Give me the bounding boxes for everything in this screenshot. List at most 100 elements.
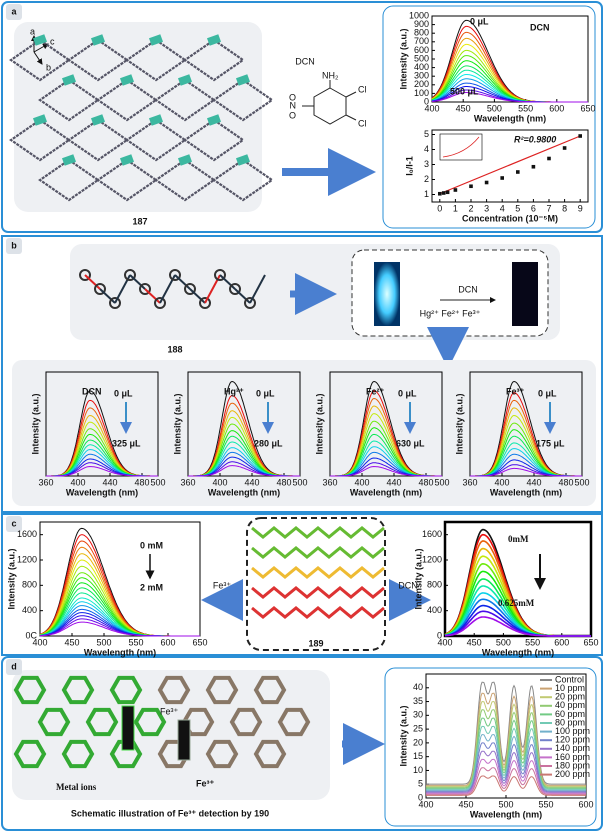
x-tick-label: 1 xyxy=(453,203,458,213)
framework xyxy=(133,707,167,737)
x-tick-label: 500 xyxy=(150,477,165,487)
framework xyxy=(249,274,266,304)
framework xyxy=(61,739,95,769)
label: R²=0.9800 xyxy=(514,134,556,144)
y-axis-label: Intensity (a.u.) xyxy=(398,28,408,89)
y-axis-label: Intensity (a.u.) xyxy=(398,705,408,766)
framework xyxy=(9,118,71,162)
x-tick-label: 550 xyxy=(518,103,533,113)
y-tick-label: 1200 xyxy=(17,554,37,564)
legend-label: 180 ppm xyxy=(555,760,590,770)
framework xyxy=(94,283,106,295)
framework xyxy=(154,297,166,309)
spectrum xyxy=(470,467,582,477)
point xyxy=(469,184,473,189)
x-axis-label: Wavelength (nm) xyxy=(84,647,156,657)
legend-label: 120 ppm xyxy=(555,735,590,745)
y-axis-label: Intensity (a.u.) xyxy=(172,393,182,454)
framework xyxy=(85,707,119,737)
spectrum xyxy=(426,767,586,795)
label: 325 μL xyxy=(112,438,141,448)
x-tick-label: 9 xyxy=(578,203,583,213)
framework xyxy=(199,297,211,309)
node xyxy=(90,34,106,46)
y-axis-label: Intensity (a.u.) xyxy=(413,548,423,609)
x-tick-label: 360 xyxy=(322,477,337,487)
x-axis-label: Wavelength (nm) xyxy=(474,113,546,123)
node xyxy=(235,154,251,166)
label: b xyxy=(46,62,51,72)
node xyxy=(177,154,193,166)
y-tick-label: 5 xyxy=(424,129,429,139)
framework xyxy=(67,38,129,82)
x-tick-label: 8 xyxy=(562,203,567,213)
vial xyxy=(121,705,135,751)
plot-frame xyxy=(45,371,159,477)
structure-box xyxy=(14,22,262,212)
spectrum xyxy=(426,742,586,792)
framework xyxy=(212,78,274,122)
legend-label: 140 ppm xyxy=(555,743,590,753)
x-axis-label: Concentration (10⁻⁵M) xyxy=(462,213,558,223)
framework xyxy=(129,274,146,290)
panel-frame xyxy=(1,656,603,831)
label: 175 μL xyxy=(536,438,565,448)
y-tick-label: 0 xyxy=(437,630,442,640)
panel-label-box xyxy=(6,516,22,532)
x-tick-label: 3 xyxy=(484,203,489,213)
framework xyxy=(37,707,71,737)
x-tick-label: 500 xyxy=(434,477,449,487)
framework xyxy=(244,297,256,309)
label: 0 μL xyxy=(114,388,133,398)
y-axis-label: Intensity (a.u.) xyxy=(30,393,40,454)
x-tick-label: 6 xyxy=(531,203,536,213)
x-tick-label: 600 xyxy=(578,799,593,809)
x-tick-label: 4 xyxy=(500,203,505,213)
x-tick-label: 500 xyxy=(574,477,589,487)
x-axis-label: Wavelength (nm) xyxy=(350,487,422,497)
x-tick-label: 500 xyxy=(498,799,513,809)
label: a xyxy=(30,26,35,36)
label: 2 mM xyxy=(140,582,163,592)
node xyxy=(148,114,164,126)
framework xyxy=(61,675,95,705)
y-tick-label: 30 xyxy=(413,710,423,720)
framework xyxy=(144,288,161,304)
spectrum xyxy=(431,92,588,103)
x-tick-label: 400 xyxy=(70,477,85,487)
panel-frame xyxy=(1,235,603,513)
framework xyxy=(234,288,251,304)
framework xyxy=(154,158,216,202)
framework xyxy=(251,586,385,599)
y-tick-label: 5 xyxy=(418,779,423,789)
label: 500 μL xyxy=(450,86,479,96)
legend-label: 40 ppm xyxy=(555,700,585,710)
label: Fe³⁺ xyxy=(506,386,525,396)
label: NH₂ xyxy=(322,70,339,80)
node xyxy=(206,34,222,46)
x-tick-label: 600 xyxy=(554,637,569,647)
x-tick-label: 7 xyxy=(546,203,551,213)
node xyxy=(32,114,48,126)
point xyxy=(516,170,520,174)
plot-box xyxy=(382,5,596,229)
y-tick-label: 4 xyxy=(424,144,429,154)
node xyxy=(61,154,77,166)
label: 0 μL xyxy=(470,16,489,26)
x-tick-label: 500 xyxy=(96,637,111,647)
y-tick-label: 1600 xyxy=(422,529,442,539)
x-tick-label: 400 xyxy=(212,477,227,487)
y-tick-label: 2 xyxy=(424,174,429,184)
y-tick-label: 15 xyxy=(413,751,423,761)
label: N xyxy=(290,100,297,110)
x-tick-label: 500 xyxy=(496,637,511,647)
framework xyxy=(157,675,191,705)
label: 630 μL xyxy=(396,438,425,448)
vial xyxy=(374,262,400,326)
y-tick-label: 0 xyxy=(418,792,423,802)
framework xyxy=(13,739,47,769)
framework xyxy=(96,78,158,122)
framework xyxy=(184,283,196,295)
node xyxy=(206,114,222,126)
y-axis-label: I₀/I-1 xyxy=(404,156,414,176)
